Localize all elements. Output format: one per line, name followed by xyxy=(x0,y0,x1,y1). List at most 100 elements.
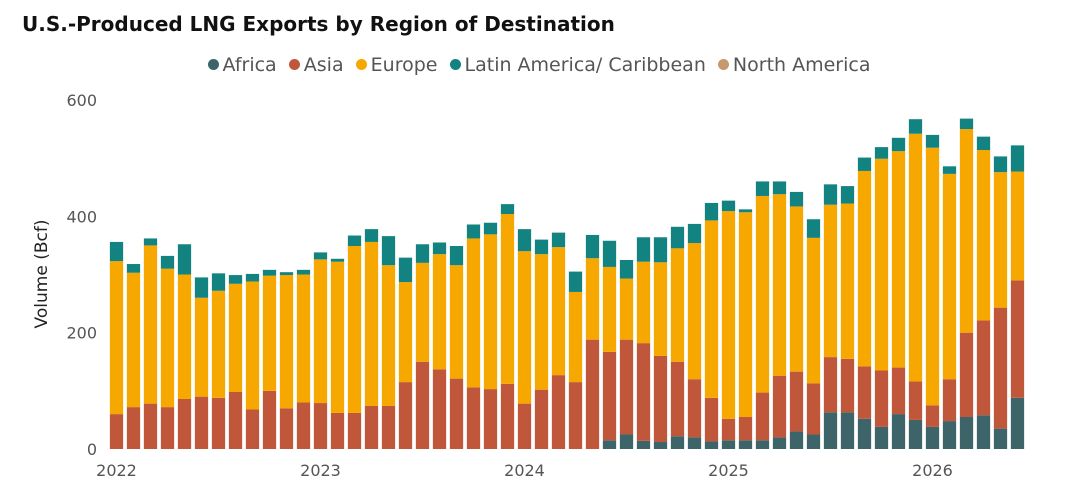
bar-segment-africa-2025-09 xyxy=(857,418,872,449)
bar-segment-asia-2025-03 xyxy=(755,392,770,441)
legend-item-africa: Africa xyxy=(207,54,277,76)
x-tick-label: 2026 xyxy=(912,461,953,480)
bar-segment-latin-america-caribbean-2025-05 xyxy=(789,191,804,207)
bar-segment-europe-2024-07 xyxy=(619,278,634,340)
bar-segment-africa-2025-12 xyxy=(908,419,923,449)
bar-segment-latin-america-caribbean-2025-06 xyxy=(806,219,821,238)
bar-segment-asia-2024-05 xyxy=(585,339,600,449)
bar-segment-europe-2023-11 xyxy=(483,234,498,390)
bar-segment-europe-2023-09 xyxy=(449,265,464,379)
legend-item-europe: Europe xyxy=(355,54,438,76)
bar-segment-africa-2024-12 xyxy=(704,441,719,449)
bar-segment-asia-2023-07 xyxy=(415,361,430,449)
legend-item-latin-america: Latin America/ Caribbean xyxy=(449,54,706,76)
bar-segment-europe-2025-06 xyxy=(806,237,821,384)
bar-segment-asia-2025-05 xyxy=(789,371,804,432)
bar-segment-latin-america-caribbean-2026-01 xyxy=(925,134,940,148)
bar-segment-latin-america-caribbean-2025-07 xyxy=(823,184,838,205)
bar-segment-europe-2023-01 xyxy=(313,259,328,404)
x-tick-label: 2025 xyxy=(708,461,749,480)
bar-segment-asia-2022-07 xyxy=(211,397,226,449)
legend-label-europe: Europe xyxy=(370,54,438,76)
bar-segment-asia-2024-02 xyxy=(534,389,549,449)
bar-segment-latin-america-caribbean-2026-04 xyxy=(976,136,991,151)
bar-segment-asia-2026-01 xyxy=(925,405,940,427)
bar-segment-africa-2025-04 xyxy=(772,437,787,449)
bar-segment-europe-2026-04 xyxy=(976,150,991,321)
bar-segment-latin-america-caribbean-2025-02 xyxy=(738,209,753,213)
bar-segment-europe-2022-12 xyxy=(296,274,311,403)
bar-segment-latin-america-caribbean-2022-11 xyxy=(279,272,294,276)
bar-segment-latin-america-caribbean-2024-11 xyxy=(687,223,702,244)
bar-segment-latin-america-caribbean-2025-09 xyxy=(857,157,872,171)
bar-segment-latin-america-caribbean-2022-07 xyxy=(211,273,226,291)
bar-segment-asia-2022-01 xyxy=(109,414,124,449)
bar-segment-latin-america-caribbean-2025-11 xyxy=(891,137,906,152)
bar-segment-latin-america-caribbean-2023-01 xyxy=(313,252,328,260)
bar-segment-europe-2023-06 xyxy=(398,282,413,383)
bar-segment-asia-2024-12 xyxy=(704,397,719,442)
bar-segment-asia-2025-09 xyxy=(857,366,872,419)
bar-segment-asia-2026-06 xyxy=(1010,280,1025,398)
chart-legend: Africa Asia Europe Latin America/ Caribb… xyxy=(0,54,1078,76)
bar-segment-latin-america-caribbean-2025-08 xyxy=(840,186,855,204)
bar-segment-europe-2023-07 xyxy=(415,262,430,362)
bar-segment-europe-2024-06 xyxy=(602,266,617,352)
bar-segment-latin-america-caribbean-2022-03 xyxy=(143,238,158,246)
bar-segment-europe-2026-03 xyxy=(959,129,974,333)
bar-segment-asia-2022-06 xyxy=(194,396,209,449)
bar-segment-asia-2023-10 xyxy=(466,387,481,449)
bar-segment-asia-2024-04 xyxy=(568,382,583,449)
bar-segment-latin-america-caribbean-2025-12 xyxy=(908,119,923,134)
bar-segment-africa-2026-04 xyxy=(976,415,991,449)
bar-segment-europe-2022-03 xyxy=(143,245,158,404)
bar-segment-europe-2024-08 xyxy=(636,261,651,344)
bar-segment-europe-2022-04 xyxy=(160,268,175,408)
bar-segment-europe-2025-11 xyxy=(891,151,906,368)
bar-segment-europe-2025-08 xyxy=(840,203,855,359)
bar-segment-latin-america-caribbean-2024-05 xyxy=(585,234,600,259)
bar-segment-asia-2025-04 xyxy=(772,375,787,438)
bar-segment-latin-america-caribbean-2026-05 xyxy=(993,156,1008,173)
bar-segment-europe-2022-01 xyxy=(109,261,124,415)
bar-segment-asia-2026-04 xyxy=(976,320,991,416)
bar-segment-europe-2022-02 xyxy=(126,272,141,408)
bar-segment-asia-2023-05 xyxy=(381,405,396,449)
bar-segment-europe-2024-12 xyxy=(704,220,719,398)
bar-segment-asia-2024-07 xyxy=(619,339,634,435)
bar-segment-africa-2024-06 xyxy=(602,440,617,449)
bar-segment-europe-2026-01 xyxy=(925,147,940,406)
bar-segment-africa-2024-09 xyxy=(653,442,668,449)
bar-segment-africa-2025-10 xyxy=(874,426,889,449)
bar-segment-europe-2025-05 xyxy=(789,206,804,372)
bar-segment-asia-2022-05 xyxy=(177,398,192,449)
bar-segment-latin-america-caribbean-2022-02 xyxy=(126,264,141,273)
bar-segment-latin-america-caribbean-2026-03 xyxy=(959,118,974,130)
bar-segment-africa-2025-02 xyxy=(738,440,753,449)
bar-segment-europe-2023-12 xyxy=(500,214,515,384)
legend-marker-north-america xyxy=(717,59,729,70)
bar-segment-asia-2023-02 xyxy=(330,412,345,449)
bar-segment-africa-2024-07 xyxy=(619,434,634,449)
bar-segment-europe-2026-05 xyxy=(993,172,1008,308)
bar-segment-europe-2024-05 xyxy=(585,258,600,340)
bar-segment-latin-america-caribbean-2023-05 xyxy=(381,236,396,266)
bar-segment-asia-2024-01 xyxy=(517,403,532,449)
bar-segment-europe-2026-06 xyxy=(1010,171,1025,281)
bar-segment-asia-2025-08 xyxy=(840,358,855,413)
x-axis-ticks: 2022 2023 2024 2025 2026 xyxy=(96,461,953,480)
bar-segment-latin-america-caribbean-2022-01 xyxy=(109,241,124,262)
bar-segment-latin-america-caribbean-2024-02 xyxy=(534,239,549,255)
bar-segment-asia-2025-01 xyxy=(721,418,736,441)
bar-segment-asia-2023-03 xyxy=(347,412,362,449)
bar-segment-africa-2024-08 xyxy=(636,440,651,449)
bar-segment-asia-2025-10 xyxy=(874,370,889,427)
bar-segment-asia-2024-08 xyxy=(636,343,651,441)
bar-segment-asia-2022-12 xyxy=(296,402,311,449)
bar-segment-africa-2025-11 xyxy=(891,414,906,449)
bar-segment-europe-2024-02 xyxy=(534,254,549,390)
legend-marker-africa xyxy=(207,59,219,70)
bar-segment-europe-2025-02 xyxy=(738,212,753,418)
bar-segment-europe-2024-09 xyxy=(653,262,668,356)
y-tick-label: 200 xyxy=(66,324,97,343)
